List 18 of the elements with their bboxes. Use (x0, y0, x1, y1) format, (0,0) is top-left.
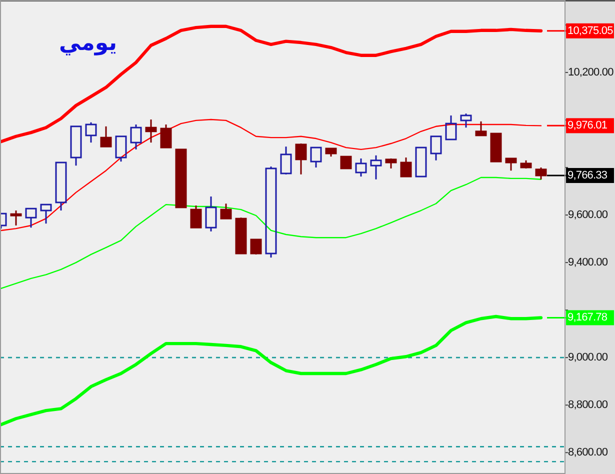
data-label: 9,976.01 (568, 120, 608, 132)
last-value: 9,167.78 (547, 310, 614, 326)
line-series (0, 24, 543, 144)
data-label: 10,375.05 (568, 24, 614, 37)
y-tick-label: 10,200.00 (568, 66, 614, 78)
y-tick-label: 9,000.00 (568, 352, 608, 364)
last-value: 10,375.05 (547, 23, 614, 38)
y-tick-label: 9,400.00 (568, 256, 608, 269)
line-series (0, 176, 542, 290)
last-value: 9,766.33 (547, 168, 614, 183)
line-series (0, 314, 543, 426)
line-series (0, 118, 542, 232)
text: يومي (59, 31, 117, 56)
y-tick-label: 8,800.00 (568, 399, 608, 412)
data-label: 9,167.78 (568, 312, 608, 324)
y-tick-label: 8,600.00 (568, 446, 608, 459)
y-tick-label: 9,600.00 (568, 209, 608, 222)
last-value: 9,976.01 (547, 118, 614, 134)
